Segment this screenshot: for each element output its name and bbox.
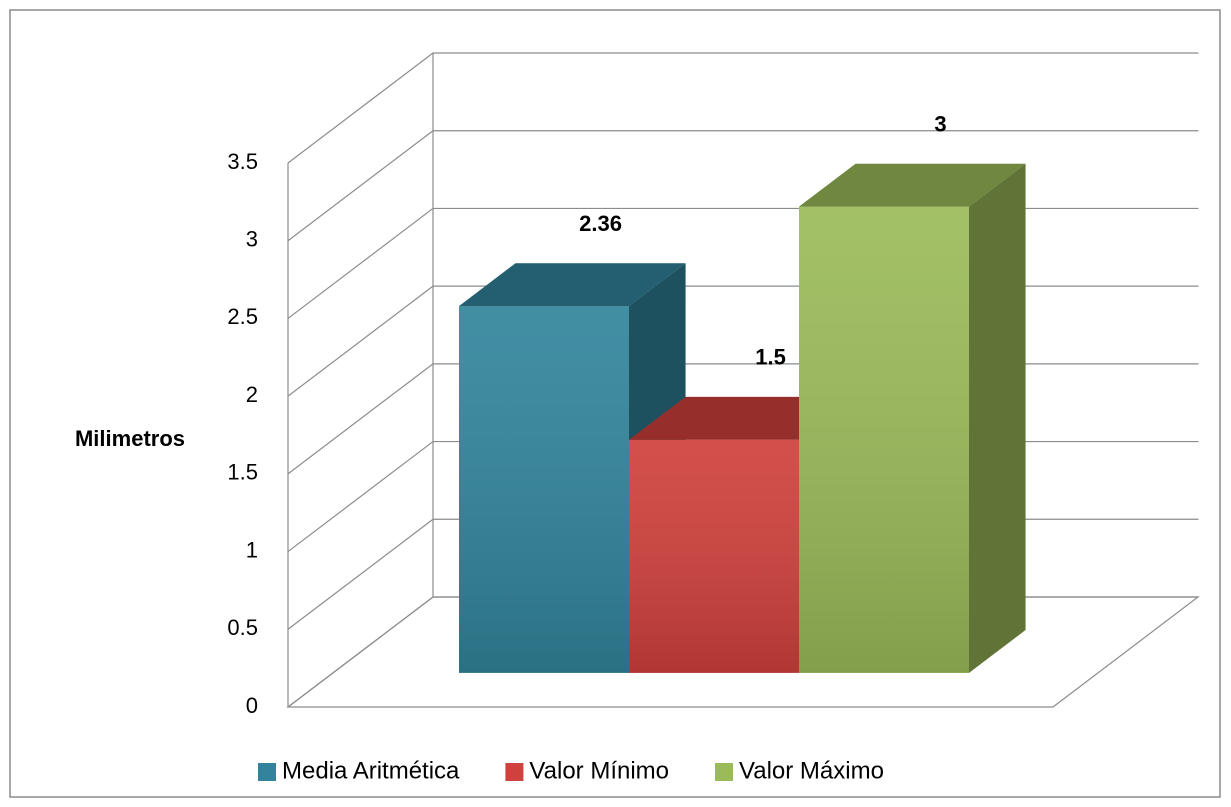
- bar-shade: [799, 206, 969, 673]
- legend-swatch: [505, 763, 524, 781]
- bar-top-shade: [459, 263, 686, 307]
- bar-side: [969, 163, 1026, 673]
- bar-top-shade: [629, 396, 856, 440]
- grid-line: [287, 130, 1199, 242]
- bar-side-shade: [969, 163, 1026, 673]
- bar-top: [459, 263, 686, 307]
- data-label: 1.5: [755, 345, 786, 370]
- legend-label: Media Aritmética: [282, 757, 460, 784]
- legend-label: Valor Mínimo: [529, 757, 669, 784]
- grid-line: [287, 52, 1199, 164]
- y-tick-label: 1: [246, 537, 258, 562]
- legend-swatch: [715, 763, 733, 781]
- legend-swatch: [258, 763, 276, 781]
- bar-top: [629, 396, 856, 440]
- y-tick-label: 0: [246, 693, 258, 718]
- bar-top: [799, 163, 1026, 207]
- y-tick-label: 0.5: [227, 615, 258, 640]
- y-tick-label: 1.5: [227, 460, 258, 485]
- y-axis-title: Milimetros: [75, 426, 185, 451]
- y-tick-label: 2: [246, 382, 258, 407]
- y-tick-label: 3.5: [227, 149, 258, 174]
- legend-label: Valor Máximo: [739, 757, 884, 784]
- bar-shade: [459, 306, 629, 673]
- y-tick-label: 2.5: [227, 304, 258, 329]
- data-label: 3: [934, 112, 946, 137]
- bar-top-shade: [799, 163, 1026, 207]
- data-label: 2.36: [579, 211, 622, 236]
- bar-shade: [629, 439, 799, 673]
- y-tick-label: 3: [246, 227, 258, 252]
